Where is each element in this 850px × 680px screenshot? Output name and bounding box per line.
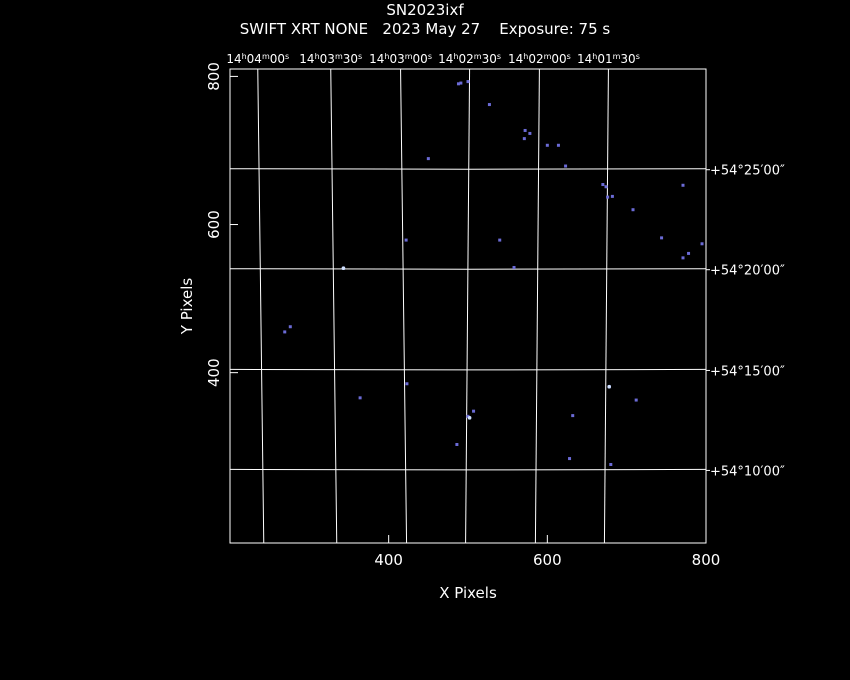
source-point (681, 183, 685, 187)
object-title: SN2023ixf (386, 1, 464, 19)
source-points (283, 80, 704, 466)
plot-frame (229, 68, 707, 544)
source-point (405, 382, 409, 386)
source-point (487, 103, 491, 107)
source-point (426, 157, 430, 161)
ra-grid-line (465, 68, 471, 544)
ra-label: 14h01m30s (577, 52, 640, 67)
source-point (545, 143, 549, 147)
x-axis-label: X Pixels (439, 584, 497, 602)
dec-label: +54°25′00″ (710, 164, 785, 179)
x-tick-label: 400 (374, 551, 403, 569)
source-point (660, 236, 664, 240)
x-tick-label: 600 (533, 551, 562, 569)
dec-label: +54°10′00″ (710, 464, 785, 479)
ra-grid-line (330, 68, 338, 544)
observation-subtitle: SWIFT XRT NONE 2023 May 27 Exposure: 75 … (239, 20, 611, 38)
source-point (556, 143, 560, 147)
ra-label: 14h03m30s (299, 52, 362, 67)
source-point (601, 183, 605, 187)
source-point (634, 398, 638, 402)
dec-grid-line (229, 468, 707, 471)
dec-label: +54°15′00″ (710, 364, 785, 379)
y-axis-label: Y Pixels (178, 278, 196, 336)
source-point (681, 256, 685, 260)
source-point (455, 442, 459, 446)
ra-grid-line (534, 68, 540, 544)
ra-grid-line (603, 68, 609, 544)
source-point (472, 409, 476, 413)
source-point (523, 128, 527, 132)
source-point (528, 131, 532, 135)
source-point (288, 325, 292, 329)
bright-source-point (341, 266, 346, 271)
source-point (358, 396, 362, 400)
dec-grid-line (229, 168, 707, 170)
source-point (571, 414, 575, 418)
y-tick-label: 800 (205, 62, 223, 91)
source-point (568, 457, 572, 461)
dec-label: +54°20′00″ (710, 264, 785, 279)
source-point (609, 462, 613, 466)
source-point (604, 185, 608, 189)
ra-grid-line (400, 68, 408, 544)
source-point (466, 80, 470, 84)
dec-grid-line (229, 368, 707, 371)
y-tick-label: 600 (205, 210, 223, 239)
source-point (564, 164, 568, 168)
source-point (283, 330, 287, 334)
source-point (466, 414, 470, 418)
y-tick-label: 400 (205, 358, 223, 387)
ra-label: 14h04m00s (226, 52, 289, 67)
source-point (631, 208, 635, 212)
source-point (522, 137, 526, 141)
ra-label: 14h02m30s (438, 52, 501, 67)
axis-ticks (230, 75, 710, 543)
coordinate-grid (229, 68, 707, 544)
source-point (404, 238, 408, 242)
source-point (606, 195, 610, 199)
source-point (459, 81, 463, 85)
dec-grid-line (229, 268, 707, 270)
source-point (687, 251, 691, 255)
source-point (498, 238, 502, 242)
ra-label: 14h02m00s (508, 52, 571, 67)
ra-label: 14h03m00s (369, 52, 432, 67)
source-point (456, 82, 460, 86)
source-point (610, 194, 614, 198)
bright-source-point (467, 416, 472, 420)
bright-source-point (607, 384, 612, 389)
ra-grid-line (257, 68, 265, 544)
source-point (700, 242, 704, 246)
source-point (512, 265, 516, 269)
x-tick-label: 800 (692, 551, 721, 569)
